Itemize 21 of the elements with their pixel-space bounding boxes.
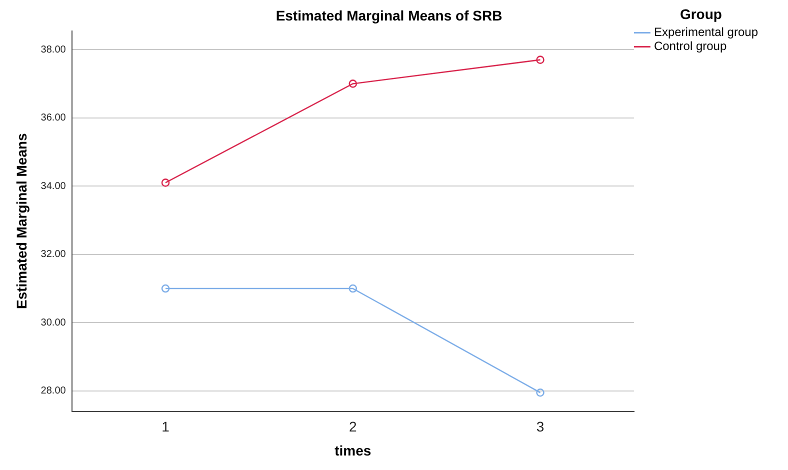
point — [348, 80, 358, 88]
y-tick-label: 34.00 — [40, 180, 66, 192]
point — [161, 178, 170, 187]
point — [536, 56, 544, 64]
legend-label: Experimental group — [654, 25, 758, 40]
y-tick-label: 38.00 — [40, 44, 66, 56]
x-axis-title: times — [334, 442, 372, 458]
x-tick-label: 2 — [348, 418, 357, 435]
x-tick-label: 3 — [536, 418, 544, 435]
chart-title: Estimated Marginal Means of SRB — [276, 7, 502, 24]
legend-title: Group — [680, 6, 722, 22]
point — [348, 284, 358, 293]
y-tick-label: 32.00 — [40, 249, 66, 260]
point — [161, 284, 170, 293]
point — [536, 388, 544, 397]
y-axis-title: Estimated Marginal Means — [13, 132, 30, 310]
y-tick-label: 28.00 — [40, 386, 66, 397]
legend-label: Control group — [654, 39, 727, 54]
x-tick-label: 1 — [162, 418, 170, 435]
y-tick-label: 36.00 — [40, 112, 66, 124]
y-tick-label: 30.00 — [40, 317, 66, 328]
